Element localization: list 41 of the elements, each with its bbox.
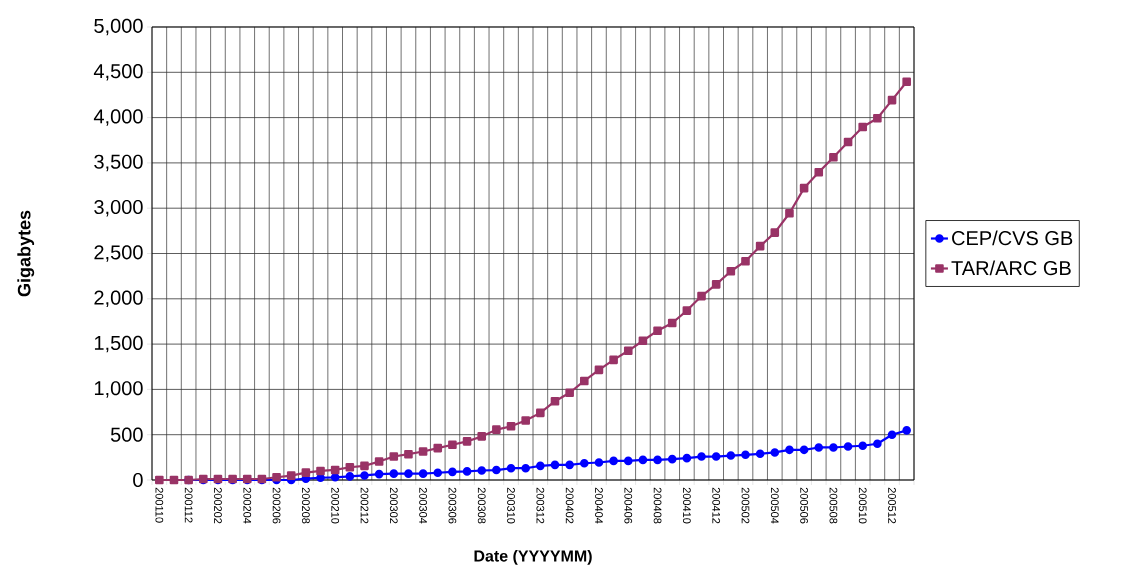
y-tick-label: 4,500 (93, 64, 143, 81)
x-tick-label: 200406 (624, 487, 633, 524)
x-tick-label: 200210 (331, 487, 340, 524)
x-tick-label: 200208 (301, 487, 310, 524)
x-tick-label: 200310 (507, 487, 515, 524)
x-tick-label: 200512 (888, 487, 896, 524)
x-tick-label: 200204 (243, 487, 252, 524)
x-tick-label: 200212 (360, 487, 369, 524)
x-tick-label: 200306 (448, 487, 457, 524)
x-tick-label: 200408 (653, 487, 662, 524)
legend-label: CEP/CVS GB (952, 230, 1073, 246)
x-tick-label: 200412 (712, 487, 721, 524)
x-tick-label: 200302 (389, 487, 398, 524)
x-tick-label: 200110 (155, 487, 164, 523)
y-tick-label: 2,500 (94, 245, 143, 262)
y-tick-label: 5,000 (94, 18, 143, 36)
y-tick-label: 2,000 (94, 290, 143, 308)
x-tick-label: 200510 (858, 487, 867, 524)
y-axis-title: Gigabytes (17, 210, 35, 297)
y-tick-label: 4,000 (93, 109, 143, 126)
x-tick-label: 200404 (595, 487, 603, 524)
x-tick-label: 200202 (214, 487, 222, 524)
x-tick-label: 200206 (272, 487, 281, 524)
x-axis-title: Date (YYYYMM) (474, 549, 592, 565)
x-tick-label: 200312 (536, 487, 545, 524)
x-tick-label: 200508 (829, 487, 838, 524)
y-tick-label: 3,500 (94, 154, 143, 172)
legend-label: TAR/ARC GB (951, 260, 1071, 276)
x-tick-label: 200402 (565, 487, 574, 524)
x-tick-label: 200112 (184, 487, 193, 523)
y-tick-label: 1,500 (94, 335, 143, 353)
x-tick-label: 200308 (477, 487, 486, 524)
x-tick-label: 200304 (419, 487, 427, 524)
x-tick-label: 200506 (800, 487, 808, 524)
x-tick-label: 200504 (770, 487, 779, 524)
x-tick-label: 200502 (741, 487, 750, 524)
y-tick-label: 500 (110, 427, 143, 442)
y-tick-label: 0 (133, 472, 143, 488)
y-tick-label: 3,000 (94, 199, 143, 217)
y-tick-label: 1,000 (94, 381, 143, 398)
x-tick-label: 200410 (682, 487, 691, 524)
